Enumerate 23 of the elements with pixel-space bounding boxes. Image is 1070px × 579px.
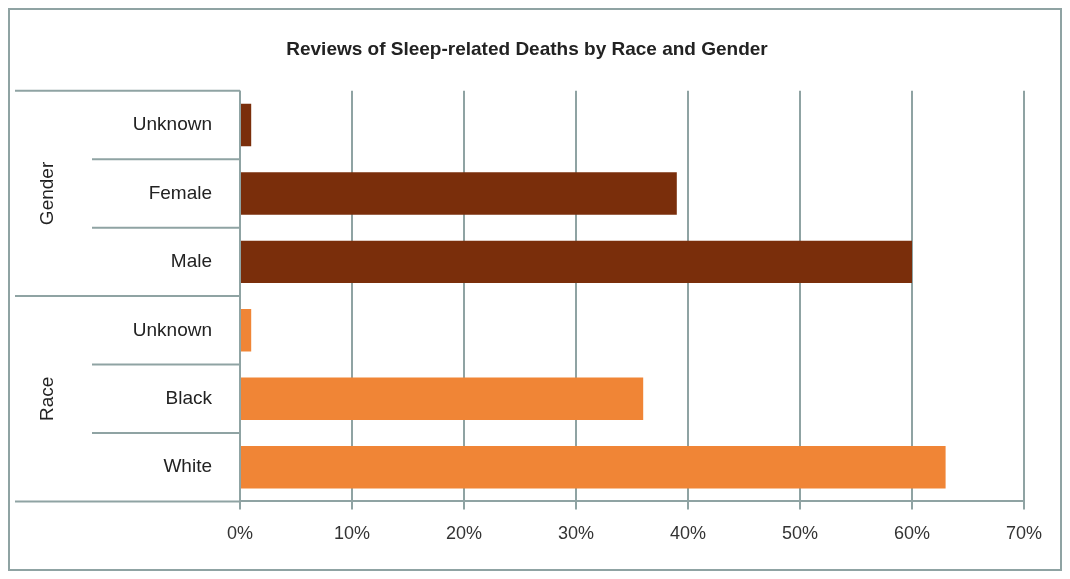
bar xyxy=(241,240,912,284)
x-tick-label: 50% xyxy=(781,523,819,544)
y-tick-label: White xyxy=(163,455,212,477)
text: Race xyxy=(36,376,58,421)
y-tick-label: Male xyxy=(170,250,212,272)
x-tick-label: 10% xyxy=(333,523,371,544)
x-tick-label: 60% xyxy=(893,523,931,544)
bar xyxy=(241,172,677,215)
bar xyxy=(241,103,252,147)
text: Gender xyxy=(36,161,58,226)
x-tick-label: 30% xyxy=(557,523,595,544)
x-tick-label: 0% xyxy=(226,523,254,544)
x-tick-label: 40% xyxy=(669,523,707,544)
y-tick-label: Female xyxy=(148,181,212,203)
y-tick-label: Black xyxy=(165,386,213,408)
y-tick-label: Unknown xyxy=(132,113,212,135)
bar xyxy=(241,445,946,489)
bar xyxy=(241,377,644,420)
x-tick-label: 20% xyxy=(445,523,483,544)
chart-title: Reviews of Sleep-related Deaths by Race and Gender xyxy=(286,37,769,59)
bar xyxy=(241,309,252,352)
y-tick-label: Unknown xyxy=(132,318,212,340)
x-tick-label: 70% xyxy=(1005,523,1043,544)
